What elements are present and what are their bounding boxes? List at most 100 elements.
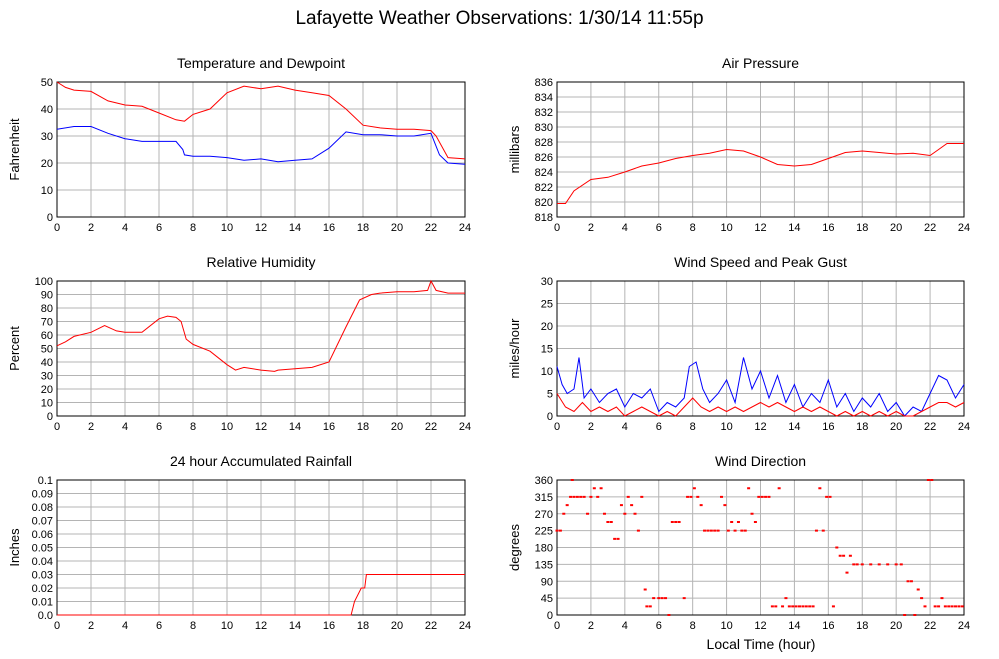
- y-tick-label: 0: [547, 610, 553, 622]
- y-tick-label: 60: [41, 330, 53, 342]
- data-point: [811, 605, 815, 608]
- data-point: [689, 495, 693, 498]
- x-tick-label: 8: [690, 421, 696, 433]
- data-point: [664, 597, 668, 600]
- x-tick-label: 24: [459, 620, 471, 632]
- data-point: [633, 512, 637, 515]
- x-tick-label: 10: [221, 222, 233, 234]
- data-point: [699, 504, 703, 507]
- data-point: [923, 605, 927, 608]
- data-point: [660, 597, 664, 600]
- y-tick-label: 40: [41, 357, 53, 369]
- data-point: [774, 605, 778, 608]
- x-tick-label: 6: [656, 620, 662, 632]
- x-tick-label: 24: [958, 620, 970, 632]
- y-tick-label: 50: [41, 77, 53, 89]
- y-tick-label: 0.02: [32, 583, 53, 595]
- data-point: [757, 495, 761, 498]
- data-point: [677, 521, 681, 523]
- plot-frame: [556, 81, 965, 218]
- y-tick-label: 0: [547, 411, 553, 423]
- x-tick-label: 4: [122, 421, 128, 433]
- data-point: [696, 495, 700, 498]
- data-point: [592, 487, 596, 490]
- x-tick-label: 10: [221, 421, 233, 433]
- y-tick-label: 180: [535, 543, 553, 555]
- x-tick-label: 20: [391, 620, 403, 632]
- y-tick-label: 360: [535, 475, 553, 487]
- data-point: [777, 487, 781, 490]
- x-tick-label: 24: [958, 421, 970, 433]
- x-tick-label: 18: [856, 620, 868, 632]
- data-point: [957, 605, 961, 608]
- data-point: [814, 529, 818, 532]
- y-tick-label: 0.08: [32, 502, 53, 514]
- x-tick-label: 12: [754, 620, 766, 632]
- x-tick-label: 0: [54, 222, 60, 234]
- y-tick-label: 20: [41, 384, 53, 396]
- y-tick-label: 70: [41, 317, 53, 329]
- series-line-0: [56, 279, 465, 372]
- data-point: [589, 495, 593, 498]
- x-tick-label: 8: [190, 620, 196, 632]
- x-tick-label: 16: [323, 222, 335, 234]
- x-tick-label: 22: [924, 421, 936, 433]
- y-tick-label: 826: [535, 152, 553, 164]
- data-point: [743, 529, 747, 532]
- data-point: [947, 605, 951, 608]
- data-point: [764, 495, 768, 498]
- data-point: [619, 504, 623, 507]
- chart-title: 24 hour Accumulated Rainfall: [170, 453, 352, 469]
- data-point: [562, 512, 566, 515]
- data-point: [643, 588, 647, 591]
- x-tick-label: 2: [588, 222, 594, 234]
- y-tick-label: 0.01: [32, 597, 53, 609]
- y-tick-label: 225: [535, 526, 553, 538]
- y-tick-label: 15: [541, 344, 553, 356]
- x-tick-label: 8: [190, 421, 196, 433]
- x-tick-label: 4: [122, 620, 128, 632]
- data-point: [730, 521, 734, 523]
- x-tick-label: 22: [924, 222, 936, 234]
- data-point: [784, 597, 788, 600]
- y-tick-label: 315: [535, 492, 553, 504]
- data-point: [845, 571, 849, 574]
- data-point: [909, 580, 913, 583]
- data-point: [667, 614, 671, 616]
- data-point: [713, 529, 717, 532]
- y-tick-label: 824: [535, 167, 553, 179]
- x-tick-label: 14: [788, 421, 800, 433]
- x-tick-label: 22: [924, 620, 936, 632]
- chart-title: Temperature and Dewpoint: [177, 55, 345, 71]
- y-tick-label: 20: [541, 321, 553, 333]
- data-point: [933, 605, 937, 608]
- data-point: [682, 597, 686, 600]
- data-point: [692, 487, 696, 490]
- plot-frame: [556, 280, 965, 417]
- x-tick-label: 2: [588, 421, 594, 433]
- series-line-0: [557, 143, 964, 204]
- y-tick-label: 80: [41, 303, 53, 315]
- x-tick-label: 14: [788, 222, 800, 234]
- data-point: [579, 495, 583, 498]
- x-tick-label: 0: [54, 421, 60, 433]
- x-tick-label: 12: [255, 222, 267, 234]
- data-point: [747, 487, 751, 490]
- x-tick-label: 14: [289, 222, 301, 234]
- data-point: [943, 605, 947, 608]
- data-point: [616, 537, 620, 540]
- data-point: [703, 529, 707, 532]
- data-point: [723, 504, 727, 507]
- y-tick-label: 0.0: [38, 610, 53, 622]
- data-point: [709, 529, 713, 532]
- y-axis-label: Inches: [7, 528, 22, 567]
- y-tick-label: 10: [541, 366, 553, 378]
- x-tick-label: 4: [122, 222, 128, 234]
- y-tick-label: 0: [47, 411, 53, 423]
- x-tick-label: 20: [890, 620, 902, 632]
